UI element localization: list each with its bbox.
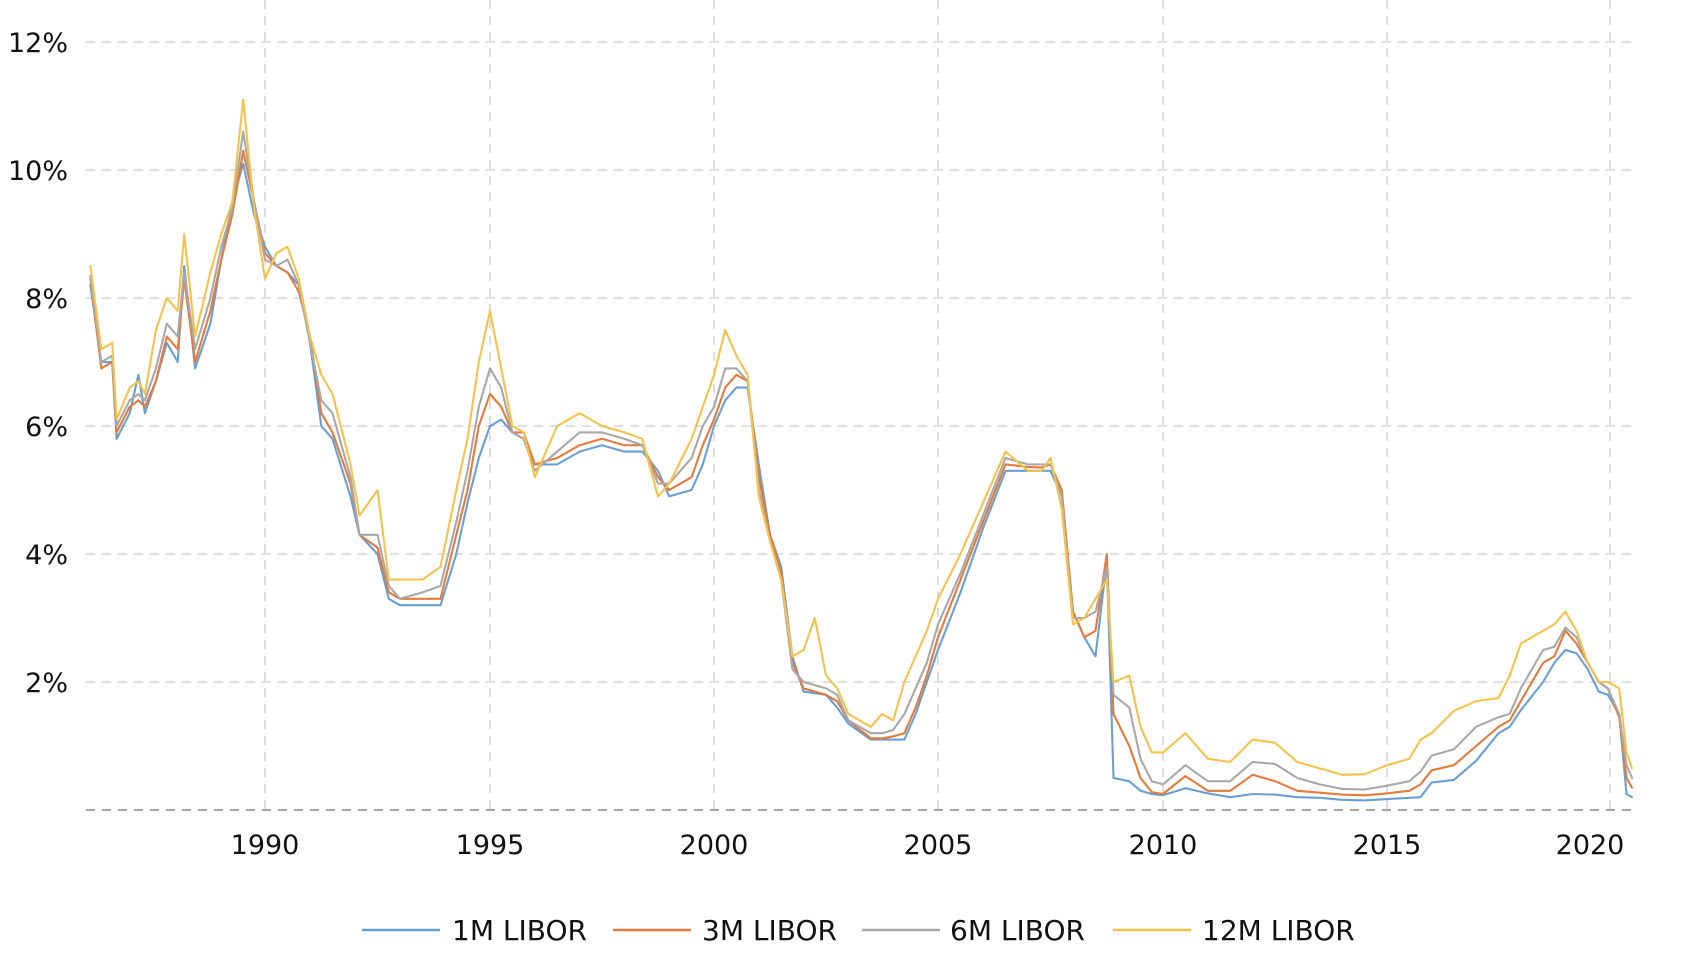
- y-tick-label: 4%: [25, 540, 68, 571]
- y-tick-label: 6%: [25, 412, 68, 443]
- grid-layer: [86, 0, 1632, 810]
- legend-label: 6M LIBOR: [950, 914, 1085, 947]
- x-tick-label: 1995: [456, 830, 525, 861]
- legend-item-12m-libor[interactable]: 12M LIBOR: [1113, 914, 1355, 947]
- legend: 1M LIBOR 3M LIBOR 6M LIBOR 12M LIBOR: [362, 914, 1355, 947]
- legend-item-3m-libor[interactable]: 3M LIBOR: [613, 914, 837, 947]
- x-tick-label: 1990: [231, 830, 300, 861]
- y-tick-label: 8%: [25, 284, 68, 315]
- x-tick-label: 2010: [1129, 830, 1198, 861]
- legend-item-6m-libor[interactable]: 6M LIBOR: [862, 914, 1085, 947]
- x-tick-label: 2000: [680, 830, 749, 861]
- series-line-1m-libor: [89, 162, 1634, 802]
- series-line-3m-libor: [89, 149, 1634, 797]
- series-layer: [89, 98, 1634, 802]
- y-tick-label: 10%: [8, 156, 68, 187]
- x-tick-label: 2015: [1353, 830, 1422, 861]
- x-tick-label: 2005: [904, 830, 973, 861]
- legend-label: 1M LIBOR: [452, 914, 587, 947]
- axis-layer: 2% 4% 6% 8% 10% 12% 1990 1995 2000 2005 2010 2015 20…: [8, 28, 1636, 861]
- x-tick-label: 2020: [1556, 830, 1625, 861]
- y-tick-label: 12%: [8, 28, 68, 59]
- series-line-12m-libor: [89, 98, 1634, 776]
- y-tick-label: 2%: [25, 668, 68, 699]
- legend-label: 3M LIBOR: [702, 914, 837, 947]
- series-line-6m-libor: [89, 130, 1634, 791]
- legend-label: 12M LIBOR: [1202, 914, 1355, 947]
- legend-item-1m-libor[interactable]: 1M LIBOR: [362, 914, 587, 947]
